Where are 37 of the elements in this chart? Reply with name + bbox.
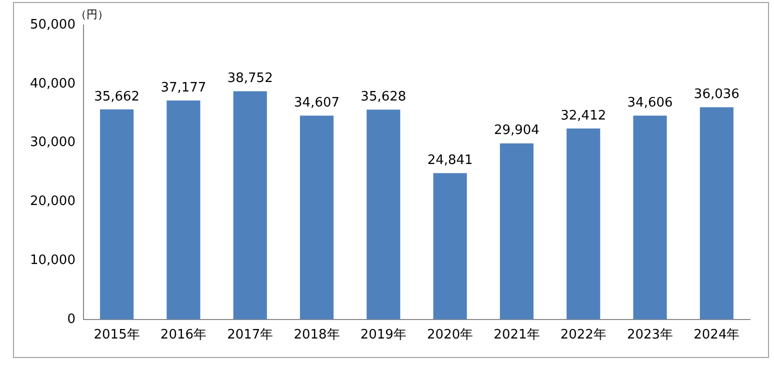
x-tick-label: 2017年 bbox=[227, 328, 274, 343]
data-label: 35,662 bbox=[94, 89, 140, 104]
bar bbox=[700, 107, 734, 320]
x-tick-label: 2024年 bbox=[694, 328, 740, 343]
bar bbox=[233, 91, 267, 320]
bar bbox=[500, 143, 534, 320]
x-tick-label: 2022年 bbox=[560, 328, 606, 343]
data-label: 32,412 bbox=[560, 108, 606, 124]
bar bbox=[566, 128, 600, 320]
bar bbox=[433, 173, 467, 320]
bar bbox=[366, 110, 400, 320]
data-label: 36,036 bbox=[694, 87, 740, 102]
x-tick-label: 2019年 bbox=[360, 328, 406, 343]
y-axis-title: （円） bbox=[75, 8, 108, 21]
y-tick-label: 20,000 bbox=[30, 194, 76, 210]
x-tick-label: 2015年 bbox=[94, 328, 140, 343]
data-label: 24,841 bbox=[427, 153, 473, 168]
y-tick-label: 30,000 bbox=[30, 135, 76, 150]
data-label: 34,607 bbox=[294, 96, 340, 111]
y-tick-label: 0 bbox=[67, 312, 76, 327]
y-tick-label: 40,000 bbox=[30, 76, 76, 92]
data-label: 38,752 bbox=[227, 71, 273, 86]
x-tick-label: 2016年 bbox=[160, 328, 207, 343]
bar bbox=[633, 116, 667, 320]
bar bbox=[166, 100, 200, 320]
bar bbox=[100, 109, 134, 320]
data-label: 34,606 bbox=[627, 96, 673, 111]
data-label: 29,904 bbox=[494, 123, 540, 138]
data-label: 35,628 bbox=[360, 89, 406, 104]
data-label: 37,177 bbox=[160, 80, 206, 96]
y-tick-label: 50,000 bbox=[30, 17, 76, 32]
x-tick-label: 2018年 bbox=[294, 328, 340, 343]
x-tick-label: 2023年 bbox=[626, 328, 674, 343]
x-tick-label: 2021年 bbox=[494, 328, 540, 343]
x-tick-label: 2020年 bbox=[427, 328, 474, 343]
bar bbox=[300, 116, 334, 320]
y-tick-label: 10,000 bbox=[30, 252, 76, 268]
